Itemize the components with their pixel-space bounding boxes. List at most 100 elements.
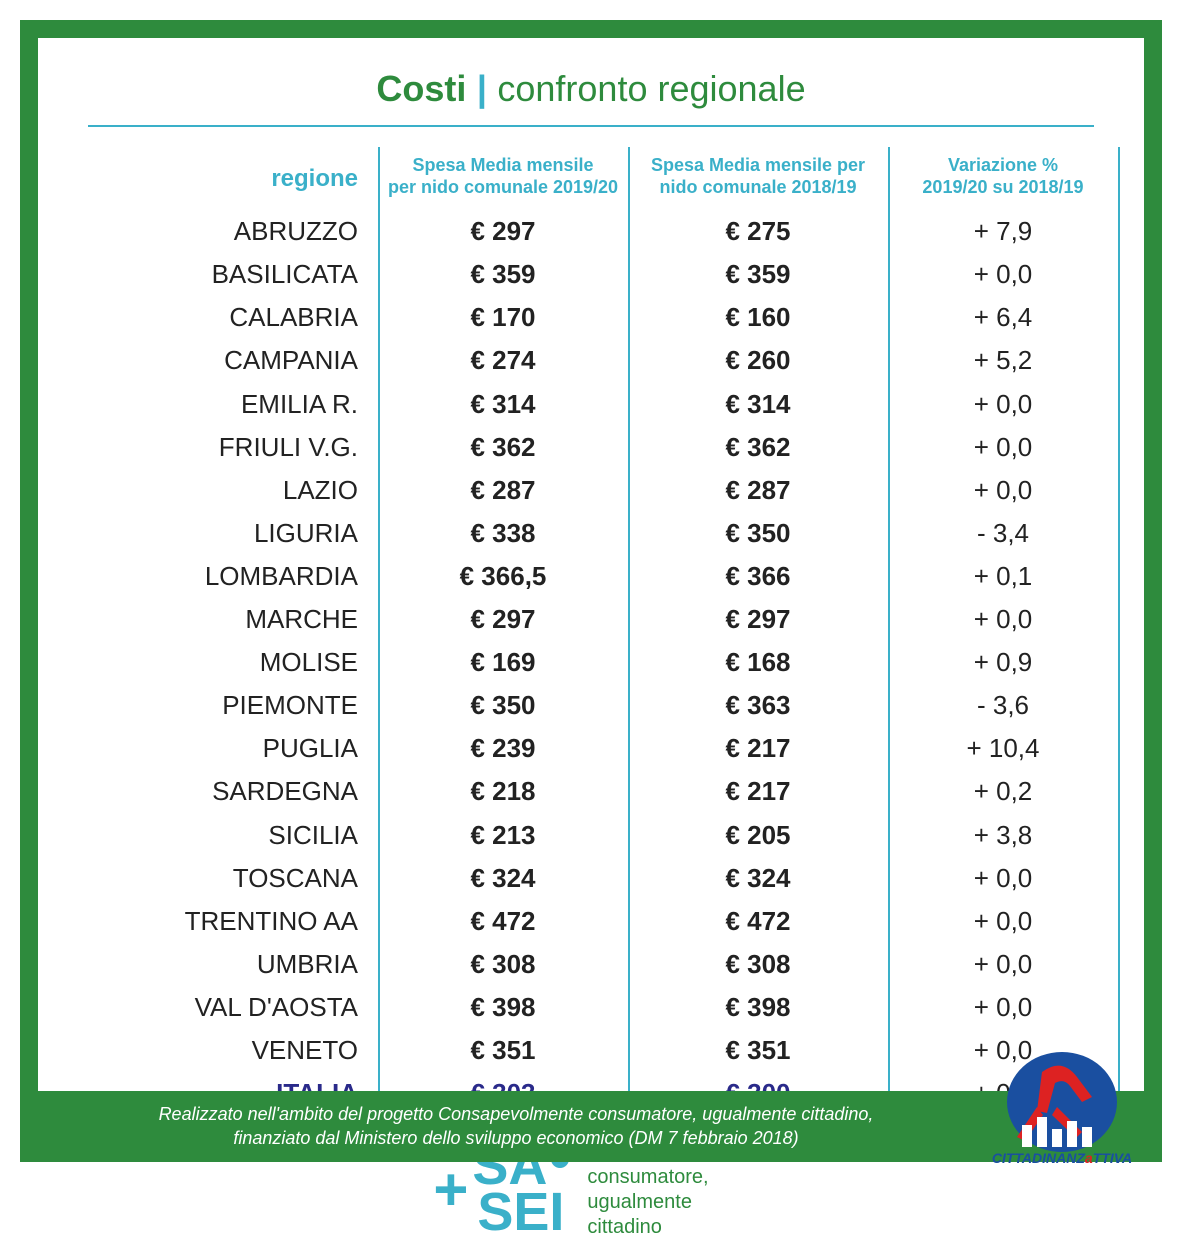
cell-variazione: + 0,0 [888,469,1118,512]
header-spesa-2019-20: Spesa Media mensile per nido comunale 20… [378,147,628,210]
cell-region: LAZIO [108,469,378,512]
cell-variazione: + 0,0 [888,986,1118,1029]
cell-spesa-2019-20: € 169 [378,641,628,684]
cell-region: LIGURIA [108,512,378,555]
cell-variazione: + 0,0 [888,253,1118,296]
cell-spesa-2018-19: € 160 [628,296,888,339]
cell-region: VENETO [108,1029,378,1072]
cell-spesa-2018-19: € 398 [628,986,888,1029]
column-divider [1118,147,1120,1115]
cell-variazione: + 0,0 [888,383,1118,426]
cell-spesa-2018-19: € 314 [628,383,888,426]
cell-spesa-2019-20: € 297 [378,210,628,253]
cell-variazione: + 0,0 [888,598,1118,641]
cell-region: PIEMONTE [108,684,378,727]
cell-spesa-2019-20: € 308 [378,943,628,986]
cell-region: LOMBARDIA [108,555,378,598]
column-divider [888,147,890,1115]
cell-variazione: + 0,0 [888,857,1118,900]
cell-region: CAMPANIA [108,339,378,382]
cell-spesa-2019-20: € 366,5 [378,555,628,598]
citlogo-text-1: CITTADINANZ [992,1150,1086,1166]
column-divider [628,147,630,1115]
cell-spesa-2019-20: € 218 [378,770,628,813]
cell-variazione: + 0,0 [888,943,1118,986]
cell-spesa-2018-19: € 308 [628,943,888,986]
cell-spesa-2019-20: € 239 [378,727,628,770]
header-spesa-2018-19: Spesa Media mensile per nido comunale 20… [628,147,888,210]
cell-region: PUGLIA [108,727,378,770]
cell-spesa-2019-20: € 287 [378,469,628,512]
logo-sei: SEI [472,1190,569,1236]
cittadinanzattiva-logo: CITTADINANZaTTIVA [987,1047,1137,1167]
cell-spesa-2018-19: € 287 [628,469,888,512]
cell-spesa-2018-19: € 472 [628,900,888,943]
cell-region: TRENTINO AA [108,900,378,943]
cell-spesa-2018-19: € 324 [628,857,888,900]
cell-spesa-2019-20: € 472 [378,900,628,943]
cell-region: VAL D'AOSTA [108,986,378,1029]
footer-text: Realizzato nell'ambito del progetto Cons… [159,1104,874,1147]
cell-spesa-2018-19: € 275 [628,210,888,253]
cell-spesa-2018-19: € 359 [628,253,888,296]
cell-variazione: + 0,9 [888,641,1118,684]
cell-spesa-2018-19: € 217 [628,770,888,813]
cell-spesa-2019-20: € 170 [378,296,628,339]
cell-spesa-2018-19: € 362 [628,426,888,469]
cell-spesa-2018-19: € 168 [628,641,888,684]
title-subtitle: confronto regionale [497,68,805,109]
title-separator: | [477,68,487,109]
cell-region: BASILICATA [108,253,378,296]
cell-spesa-2019-20: € 274 [378,339,628,382]
cell-spesa-2018-19: € 351 [628,1029,888,1072]
cell-spesa-2019-20: € 213 [378,814,628,857]
column-divider [378,147,380,1115]
cell-region: SARDEGNA [108,770,378,813]
header-variazione: Variazione % 2019/20 su 2018/19 [888,147,1118,210]
cell-spesa-2018-19: € 297 [628,598,888,641]
cell-spesa-2019-20: € 350 [378,684,628,727]
cell-spesa-2019-20: € 351 [378,1029,628,1072]
footer-credits: Realizzato nell'ambito del progetto Cons… [20,1091,1162,1162]
cell-variazione: + 3,8 [888,814,1118,857]
cell-variazione: + 6,4 [888,296,1118,339]
cell-spesa-2019-20: € 398 [378,986,628,1029]
cell-region: CALABRIA [108,296,378,339]
cell-region: MARCHE [108,598,378,641]
cell-variazione: - 3,4 [888,512,1118,555]
svg-text:CITTADINANZaTTIVA: CITTADINANZaTTIVA [992,1150,1132,1166]
cell-variazione: + 7,9 [888,210,1118,253]
cell-region: MOLISE [108,641,378,684]
cell-spesa-2018-19: € 205 [628,814,888,857]
regional-cost-table: regione Spesa Media mensile per nido com… [88,147,1094,1115]
cell-variazione: + 0,0 [888,900,1118,943]
title-bar: Costi | confronto regionale [88,68,1094,127]
cell-region: TOSCANA [108,857,378,900]
cell-spesa-2019-20: € 362 [378,426,628,469]
title-main: Costi [376,68,466,109]
cell-variazione: + 0,1 [888,555,1118,598]
cell-spesa-2018-19: € 366 [628,555,888,598]
cell-region: ABRUZZO [108,210,378,253]
cell-spesa-2019-20: € 314 [378,383,628,426]
cell-spesa-2019-20: € 338 [378,512,628,555]
plus-icon: + [433,1166,468,1214]
cell-spesa-2018-19: € 217 [628,727,888,770]
cell-spesa-2018-19: € 350 [628,512,888,555]
cell-spesa-2019-20: € 359 [378,253,628,296]
header-region: regione [108,147,378,210]
cell-region: SICILIA [108,814,378,857]
cell-spesa-2018-19: € 260 [628,339,888,382]
cell-region: UMBRIA [108,943,378,986]
cell-spesa-2018-19: € 363 [628,684,888,727]
cell-variazione: + 5,2 [888,339,1118,382]
cell-variazione: + 0,0 [888,426,1118,469]
cell-region: FRIULI V.G. [108,426,378,469]
cell-variazione: + 10,4 [888,727,1118,770]
cell-region: EMILIA R. [108,383,378,426]
cell-variazione: + 0,2 [888,770,1118,813]
cell-spesa-2019-20: € 324 [378,857,628,900]
cell-variazione: - 3,6 [888,684,1118,727]
cell-spesa-2019-20: € 297 [378,598,628,641]
infographic-frame: Costi | confronto regionale regione Spes… [20,20,1162,1162]
